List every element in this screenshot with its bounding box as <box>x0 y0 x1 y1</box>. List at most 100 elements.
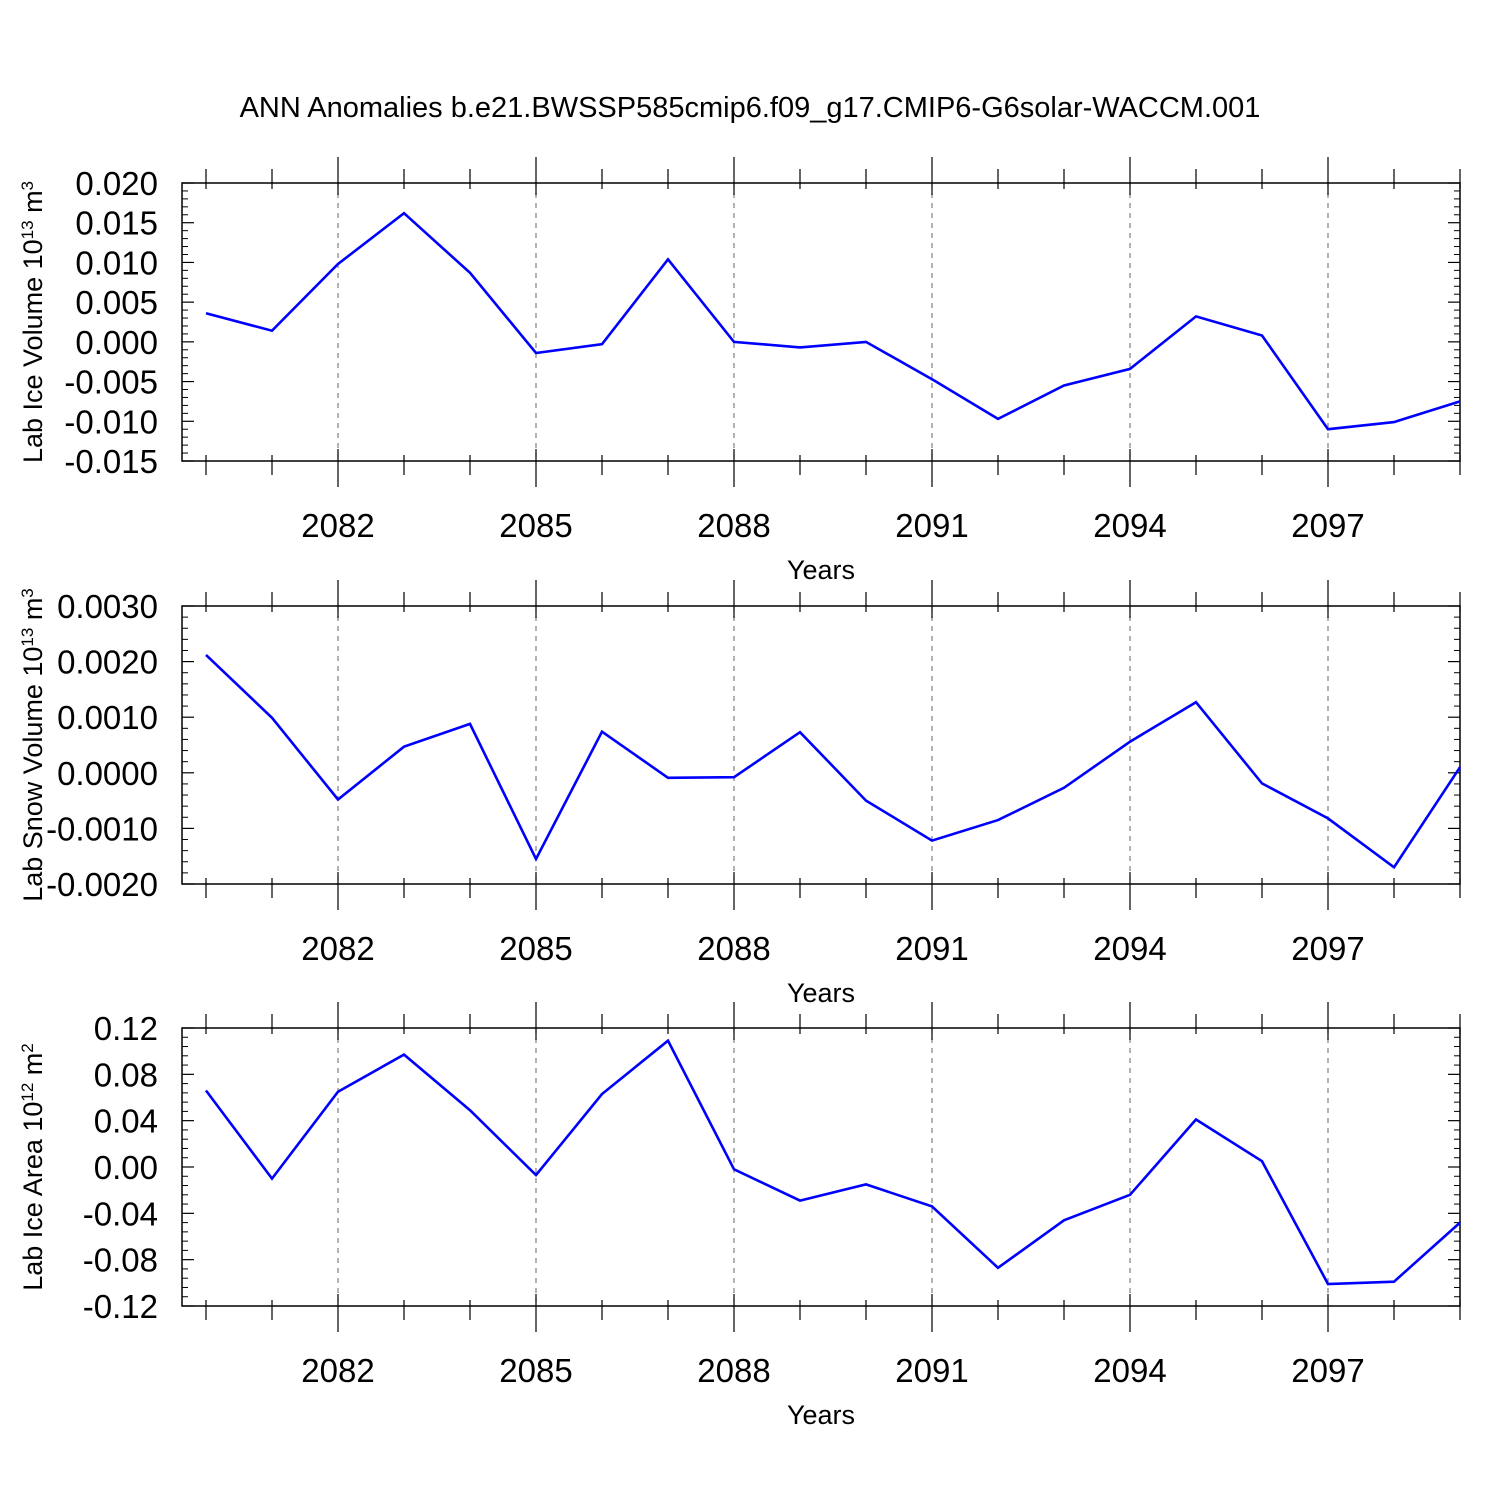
y-axis-title-exponent: 13 <box>18 220 37 239</box>
page-title: ANN Anomalies b.e21.BWSSP585cmip6.f09_g1… <box>239 92 1261 124</box>
data-point <box>402 211 406 215</box>
x-tick-label: 2085 <box>499 930 572 967</box>
plot-frame <box>181 1027 1461 1307</box>
y-tick-label: 0.0010 <box>57 699 158 736</box>
data-point <box>1128 367 1132 371</box>
data-point <box>336 797 340 801</box>
data-point <box>1326 427 1330 431</box>
plot-frame <box>181 605 1461 885</box>
y-tick-label: -0.005 <box>64 364 158 401</box>
data-point <box>1392 420 1396 424</box>
data-point <box>1128 1193 1132 1197</box>
y-tick-label: 0.12 <box>94 1010 158 1047</box>
y-axis-title: Lab Ice Area 1012 m2 <box>18 1043 49 1291</box>
x-tick-label: 2091 <box>895 507 968 544</box>
y-tick-label: 0.000 <box>75 324 158 361</box>
data-point <box>1062 1218 1066 1222</box>
y-axis-title-text: m <box>18 190 48 220</box>
series-line <box>204 1038 1461 1286</box>
y-tick-label: 0.00 <box>94 1149 158 1186</box>
x-axis-title: Years <box>787 1400 855 1430</box>
y-axis-title: Lab Snow Volume 1013 m3 <box>18 588 49 902</box>
data-point <box>1392 1280 1396 1284</box>
x-tick-label: 2088 <box>697 507 770 544</box>
x-tick-label: 2085 <box>499 1352 572 1389</box>
y-axis-title-exponent: 3 <box>18 588 37 597</box>
y-axis-title-exponent: 3 <box>18 181 37 190</box>
data-point <box>996 1266 1000 1270</box>
y-tick-label: -0.010 <box>64 403 158 440</box>
data-point <box>1260 781 1264 785</box>
x-tick-label: 2097 <box>1291 930 1364 967</box>
data-point <box>204 653 208 657</box>
x-axis-title: Years <box>787 978 855 1008</box>
data-point <box>864 1182 868 1186</box>
y-tick-label: 0.015 <box>75 205 158 242</box>
data-point <box>1326 1282 1330 1286</box>
y-axis-title-exponent: 12 <box>18 1083 37 1102</box>
chart-panel-1: -0.015-0.010-0.0050.0000.0050.0100.0150.… <box>18 157 1461 585</box>
data-point <box>798 730 802 734</box>
data-point <box>600 1092 604 1096</box>
data-point <box>1128 740 1132 744</box>
x-axis-title: Years <box>787 555 855 585</box>
y-tick-label: 0.0030 <box>57 588 158 625</box>
x-tick-label: 2094 <box>1093 507 1166 544</box>
y-tick-label: -0.015 <box>64 443 158 480</box>
x-tick-label: 2082 <box>301 930 374 967</box>
data-point <box>732 340 736 344</box>
data-point <box>336 262 340 266</box>
chart-panel-2: -0.0020 -0.0010 0.0000 0.0010 0.0020 0.0030 20… <box>18 580 1462 1008</box>
data-point <box>1458 765 1462 769</box>
x-tick-label: 2088 <box>697 930 770 967</box>
data-point <box>930 839 934 843</box>
x-tick-label: 2091 <box>895 1352 968 1389</box>
data-point <box>204 1089 208 1093</box>
data-point <box>930 1204 934 1208</box>
data-point <box>732 775 736 779</box>
y-tick-label: 0.08 <box>94 1056 158 1093</box>
y-axis-title-text: Lab Ice Area 10 <box>18 1102 48 1291</box>
data-point <box>666 257 670 261</box>
data-point <box>600 730 604 734</box>
data-point <box>1260 1159 1264 1163</box>
y-tick-label: -0.0020 <box>46 866 158 903</box>
data-point <box>798 1199 802 1203</box>
y-axis-title-text: Lab Ice Volume 10 <box>18 239 48 463</box>
y-tick-label: 0.005 <box>75 284 158 321</box>
data-point <box>864 799 868 803</box>
data-point <box>666 776 670 780</box>
data-point <box>996 818 1000 822</box>
data-point <box>534 351 538 355</box>
y-tick-label: -0.0010 <box>46 810 158 847</box>
series-line <box>205 211 1461 431</box>
data-point <box>468 722 472 726</box>
data-point <box>930 377 934 381</box>
x-tick-label: 2088 <box>697 1352 770 1389</box>
data-point <box>666 1039 670 1043</box>
x-tick-label: 2094 <box>1093 930 1166 967</box>
data-point <box>270 329 274 333</box>
data-point <box>1458 1221 1462 1225</box>
y-tick-label: 0.0000 <box>57 755 158 792</box>
x-tick-label: 2097 <box>1291 1352 1364 1389</box>
x-tick-label: 2091 <box>895 930 968 967</box>
data-point <box>1392 865 1396 869</box>
data-point <box>468 1108 472 1112</box>
x-tick-label: 2097 <box>1291 507 1364 544</box>
data-point <box>468 271 472 275</box>
x-tick-label: 2082 <box>301 1352 374 1389</box>
chart-panel-3: -0.12 -0.08 -0.04 0.00 0.04 0.08 0.12 2082 2085 2… <box>18 1002 1462 1430</box>
plot-frame <box>181 182 1461 462</box>
data-point <box>600 342 604 346</box>
y-tick-label: 0.020 <box>75 165 158 202</box>
y-axis-title-exponent: 2 <box>18 1043 37 1052</box>
y-axis-title-text: m <box>18 1053 48 1083</box>
y-tick-label: 0.04 <box>94 1103 158 1140</box>
data-point <box>798 345 802 349</box>
data-point <box>1326 816 1330 820</box>
y-axis-title-text: Lab Snow Volume 10 <box>18 647 48 902</box>
y-tick-label: 0.010 <box>75 244 158 281</box>
